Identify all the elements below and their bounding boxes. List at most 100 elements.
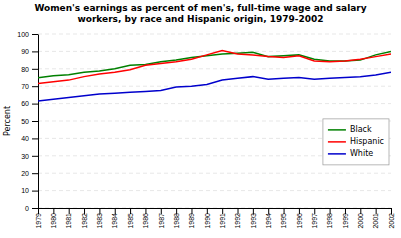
y-tick-mark: [32, 138, 38, 139]
y-tick-label: 10: [21, 187, 29, 194]
x-tick: 2001: [372, 208, 379, 229]
x-tick: 1986: [142, 208, 149, 229]
x-tick: 1996: [296, 208, 303, 229]
legend-swatch: [328, 153, 346, 155]
y-tick-mark: [32, 86, 38, 87]
y-tick-label: 50: [21, 118, 29, 125]
x-tick: 1980: [50, 208, 57, 229]
grid-line: [38, 51, 391, 52]
legend-label: Black: [350, 125, 372, 134]
x-tick: 1984: [111, 208, 118, 229]
y-tick-label: 60: [21, 100, 29, 107]
y-tick-mark: [32, 208, 38, 209]
y-tick-mark: [32, 34, 38, 35]
y-tick-label: 90: [21, 48, 29, 55]
series-line: [38, 51, 391, 77]
y-tick: 10: [21, 187, 38, 194]
x-tick: 1983: [96, 208, 103, 229]
x-tick: 1988: [173, 208, 180, 229]
x-tick-label: 1989: [188, 213, 195, 229]
x-tick-label: 1991: [219, 213, 226, 229]
y-axis-line: [38, 35, 39, 209]
legend: Black Hispanic White: [323, 119, 389, 165]
y-tick: 40: [21, 135, 38, 142]
y-tick-mark: [32, 69, 38, 70]
grid-line: [38, 68, 391, 69]
y-tick-label: 0: [25, 205, 29, 212]
y-tick: 70: [21, 83, 38, 90]
x-tick-label: 1983: [96, 213, 103, 229]
x-tick-label: 1997: [311, 213, 318, 229]
y-tick: 50: [21, 118, 38, 125]
grid-line: [38, 208, 391, 209]
x-axis-line: [39, 208, 392, 209]
x-tick: 1989: [188, 208, 195, 229]
x-tick-label: 1982: [81, 213, 88, 229]
x-tick: 1998: [326, 208, 333, 229]
x-tick: 2000: [357, 208, 364, 229]
y-tick-mark: [32, 51, 38, 52]
y-tick: 80: [21, 66, 38, 73]
chart: Women's earnings as percent of men's, fu…: [0, 0, 401, 238]
x-tick: 1995: [280, 208, 287, 229]
x-axis: 1979 1980 1981 1982 1983 1984 1985 1986 1987 1988…: [35, 208, 395, 229]
series-line: [38, 72, 391, 101]
title-line: workers, by race and Hispanic origin, 19…: [77, 14, 323, 24]
x-tick-label: 2000: [357, 213, 364, 229]
x-tick: 1999: [342, 208, 349, 229]
x-tick-label: 1987: [158, 213, 165, 229]
legend-label: Hispanic: [350, 137, 384, 146]
x-tick-label: 1990: [204, 213, 211, 229]
y-tick: 30: [21, 153, 38, 160]
x-tick-label: 1981: [65, 213, 72, 229]
x-tick-label: 1999: [342, 213, 349, 229]
y-tick-label: 70: [21, 83, 29, 90]
x-tick: 1985: [127, 208, 134, 229]
x-tick: 1993: [250, 208, 257, 229]
title-line: Women's earnings as percent of men's, fu…: [34, 3, 366, 13]
x-tick: 2002: [388, 208, 395, 229]
y-axis: 0 10 20 30 40 50 60 70 80 90 100: [17, 31, 38, 212]
x-tick-label: 1979: [35, 213, 42, 229]
x-tick-label: 1985: [127, 213, 134, 229]
x-tick: 1990: [204, 208, 211, 229]
y-tick: 0: [25, 205, 38, 212]
x-tick-label: 1995: [280, 213, 287, 229]
y-tick-mark: [32, 121, 38, 122]
y-tick-label: 30: [21, 153, 29, 160]
legend-swatch: [328, 141, 346, 143]
x-tick-label: 2002: [388, 213, 395, 229]
grid-line: [38, 103, 391, 104]
x-tick: 1991: [219, 208, 226, 229]
legend-label: White: [350, 149, 373, 158]
x-tick-label: 1993: [250, 213, 257, 229]
x-tick: 1987: [158, 208, 165, 229]
y-tick: 60: [21, 100, 38, 107]
y-tick-mark: [32, 156, 38, 157]
y-tick-label: 100: [17, 31, 29, 38]
grid-line: [38, 34, 391, 35]
x-tick-label: 1994: [265, 213, 272, 229]
x-tick-label: 2001: [372, 213, 379, 229]
grid-line: [38, 86, 391, 87]
grid-line: [38, 190, 391, 191]
y-tick: 20: [21, 170, 38, 177]
x-tick-label: 1986: [142, 213, 149, 229]
x-tick: 1982: [81, 208, 88, 229]
y-tick: 90: [21, 48, 38, 55]
legend-box: [323, 119, 389, 165]
x-tick-label: 1980: [50, 213, 57, 229]
plot: 1979 1980 1981 1982 1983 1984 1985 1986 1987 1988…: [17, 31, 394, 229]
x-tick-label: 1998: [326, 213, 333, 229]
x-tick: 1979: [35, 208, 42, 229]
y-tick-label: 40: [21, 135, 29, 142]
x-tick-label: 1992: [234, 213, 241, 229]
grid-line: [38, 173, 391, 174]
x-tick: 1992: [234, 208, 241, 229]
x-tick: 1994: [265, 208, 272, 229]
y-tick-label: 20: [21, 170, 29, 177]
grid: [38, 34, 391, 208]
y-tick-label: 80: [21, 66, 29, 73]
y-tick: 100: [17, 31, 38, 38]
x-tick: 1997: [311, 208, 318, 229]
